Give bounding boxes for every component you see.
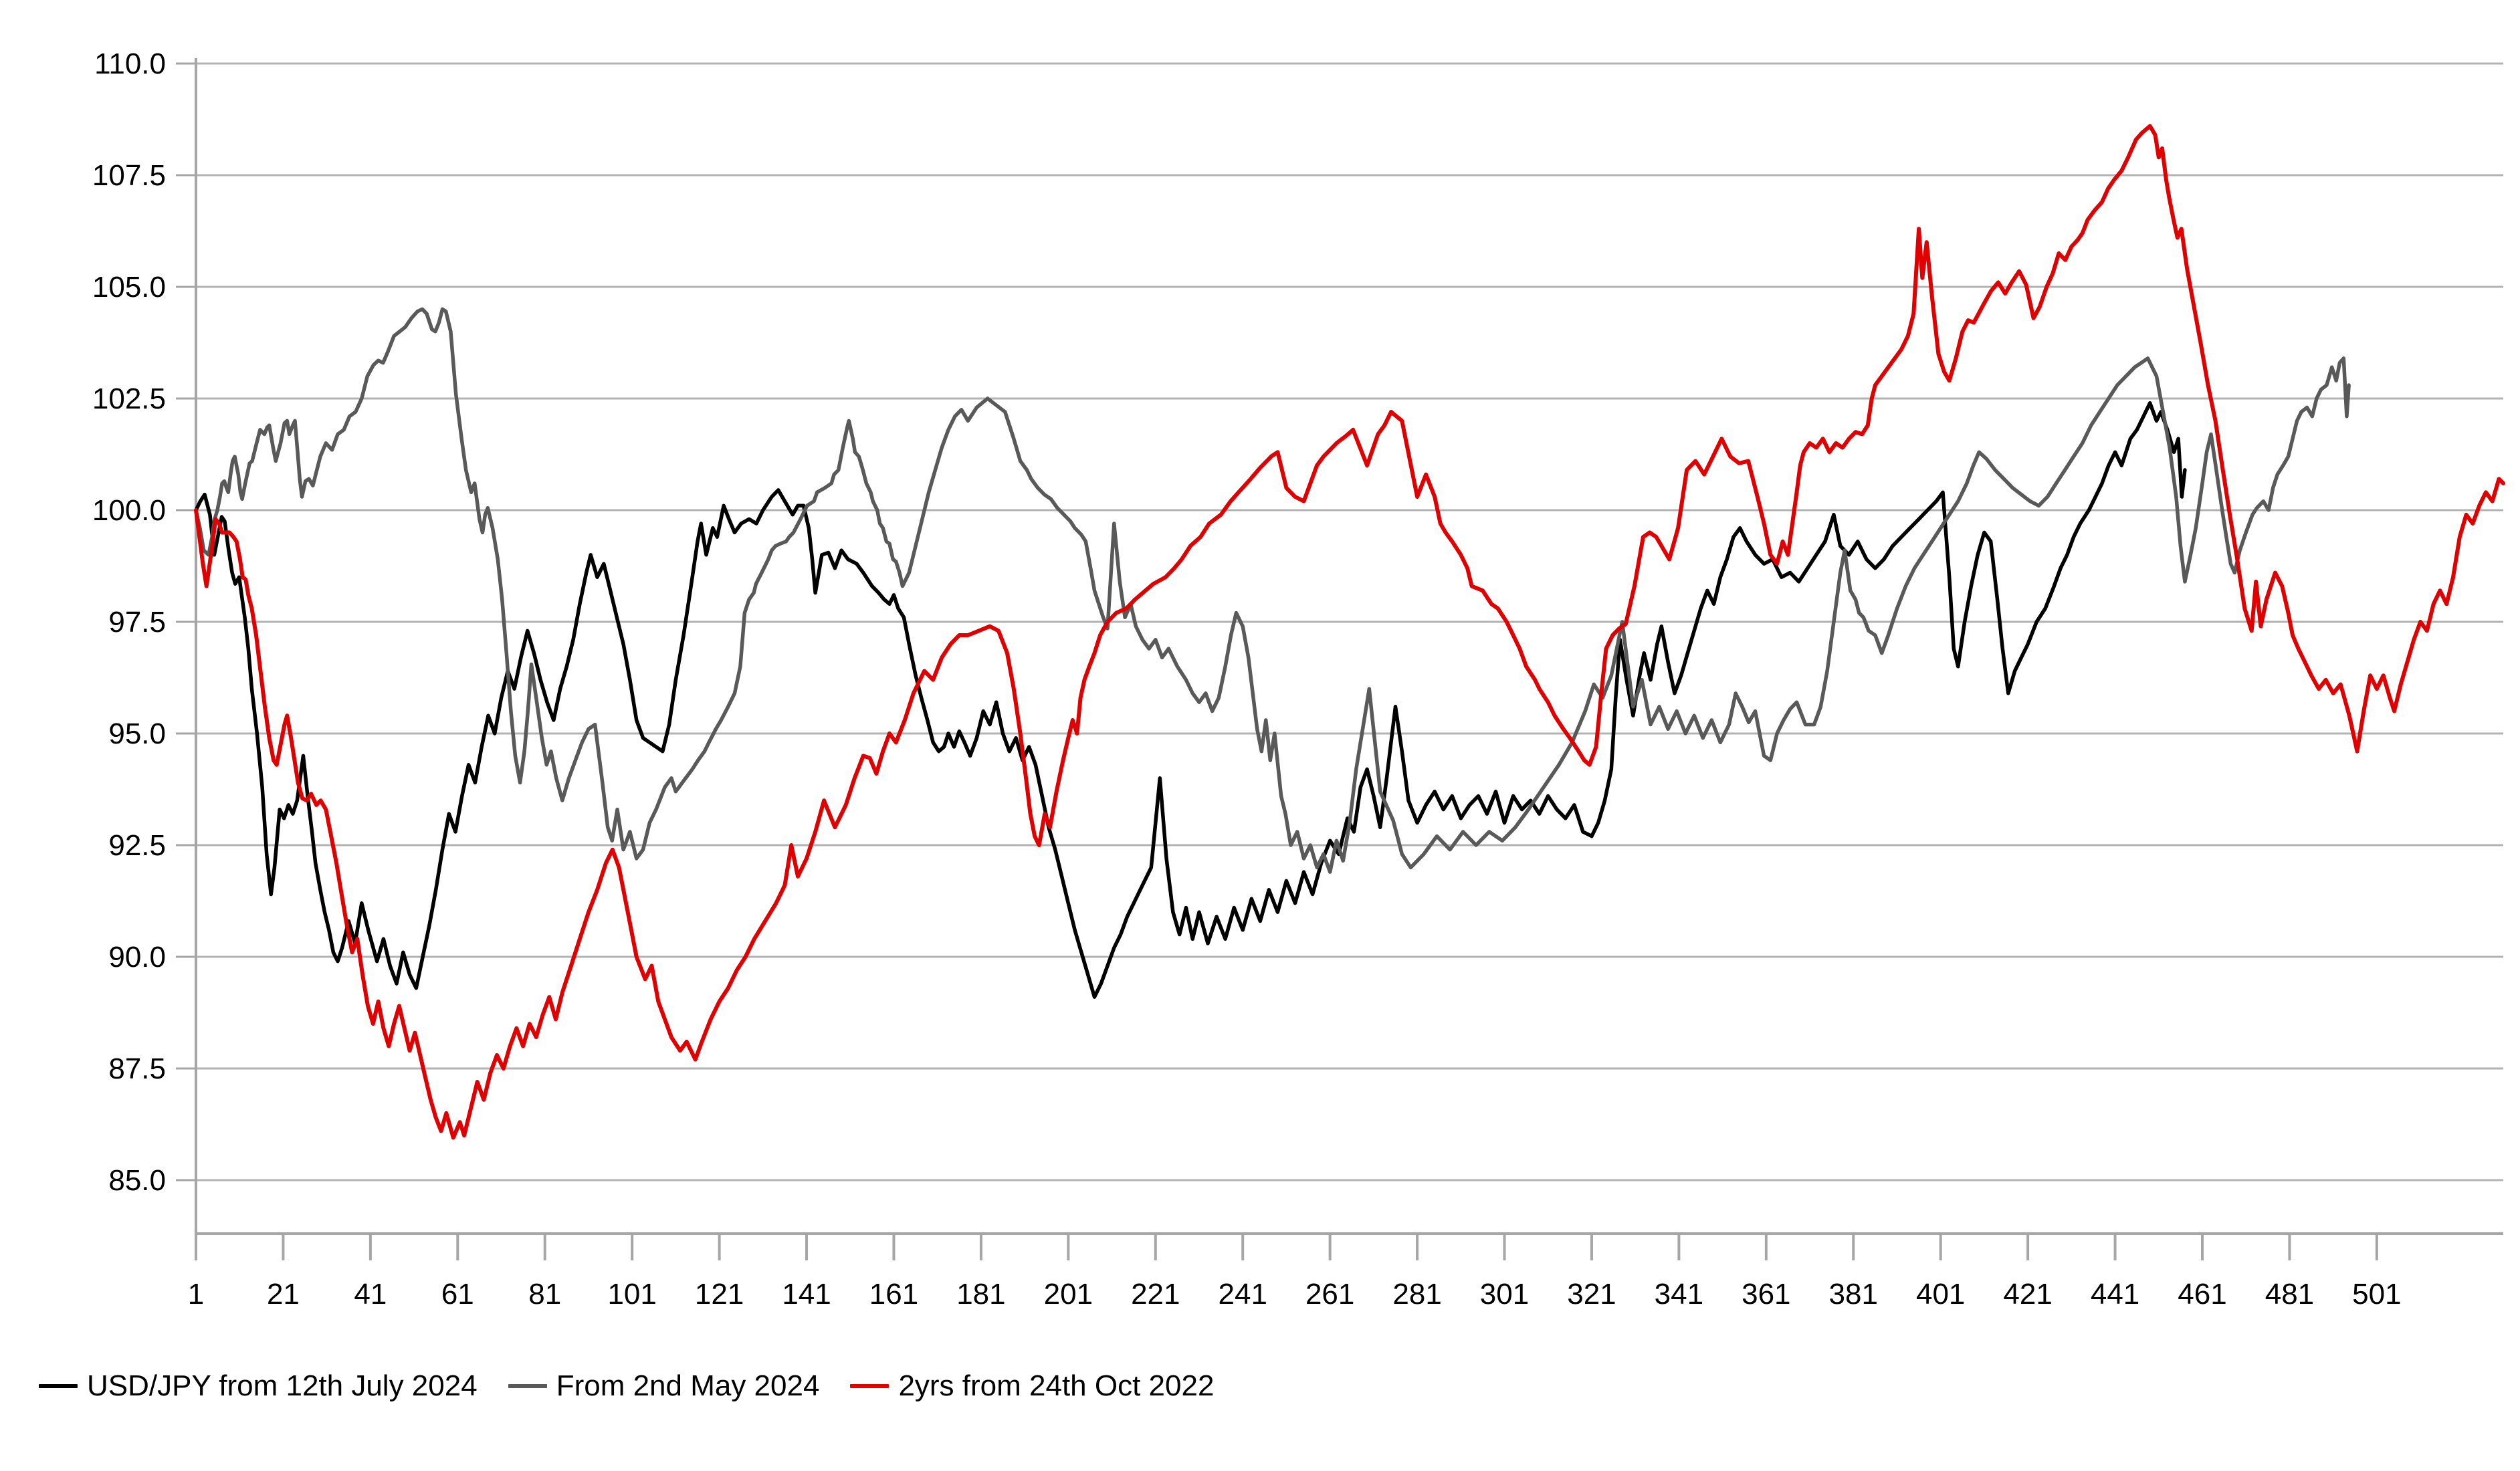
data-series-lines (194, 124, 2505, 1140)
y-axis-tick-marks (176, 62, 196, 1181)
x-tick-label: 301 (1480, 1278, 1529, 1311)
x-tick-label: 341 (1655, 1278, 1703, 1311)
x-tick-label: 101 (607, 1278, 656, 1311)
x-tick-label: 281 (1392, 1278, 1441, 1311)
y-tick-label: 102.5 (92, 382, 166, 415)
x-axis-tick-labels: 1 21 41 61 81 101 121 141 161 181 201 221 241 261 281 3… (188, 1278, 2402, 1311)
y-tick-label: 90.0 (108, 941, 166, 974)
y-tick-label: 85.0 (108, 1164, 166, 1197)
x-axis-tick-marks (195, 1234, 2378, 1260)
x-tick-label: 381 (1829, 1278, 1878, 1311)
x-tick-label: 41 (354, 1278, 387, 1311)
line-chart-plot-area: 110.0 107.5 105.0 102.5 100.0 97.5 95.0 92.5 90.… (92, 47, 2505, 1311)
chart-legend: USD/JPY from 12th July 2024 From 2nd May… (39, 1369, 1214, 1403)
y-tick-label: 95.0 (108, 717, 166, 750)
x-tick-label: 21 (267, 1278, 300, 1311)
y-tick-label: 100.0 (92, 494, 166, 527)
x-tick-label: 81 (528, 1278, 561, 1311)
x-tick-label: 241 (1219, 1278, 1267, 1311)
x-tick-label: 221 (1131, 1278, 1180, 1311)
x-tick-label: 61 (441, 1278, 474, 1311)
legend-item-oct2022: 2yrs from 24th Oct 2022 (850, 1369, 1214, 1403)
x-tick-label: 501 (2352, 1278, 2401, 1311)
legend-label: USD/JPY from 12th July 2024 (87, 1369, 478, 1402)
y-tick-label: 110.0 (94, 47, 166, 80)
x-tick-label: 201 (1044, 1278, 1093, 1311)
gridlines (196, 62, 2503, 1181)
x-tick-label: 461 (2178, 1278, 2226, 1311)
y-tick-label: 107.5 (92, 159, 166, 192)
series-line-2 (194, 307, 2351, 874)
legend-marker-red-line (850, 1384, 889, 1388)
x-tick-label: 421 (2003, 1278, 2052, 1311)
legend-marker-black-line (39, 1384, 78, 1388)
x-tick-label: 141 (782, 1278, 831, 1311)
series-line-1 (194, 401, 2187, 999)
x-tick-label: 361 (1742, 1278, 1790, 1311)
y-tick-label: 87.5 (108, 1052, 166, 1085)
x-tick-label: 261 (1305, 1278, 1354, 1311)
axes (195, 58, 2503, 1235)
x-tick-label: 481 (2265, 1278, 2314, 1311)
legend-item-usdjpy-july2024: USD/JPY from 12th July 2024 (39, 1369, 478, 1403)
x-tick-label: 401 (1916, 1278, 1965, 1311)
y-tick-label: 105.0 (92, 271, 166, 304)
legend-item-may2024: From 2nd May 2024 (508, 1369, 820, 1403)
x-tick-label: 121 (695, 1278, 744, 1311)
x-tick-label: 1 (188, 1278, 204, 1311)
y-axis-tick-labels: 110.0 107.5 105.0 102.5 100.0 97.5 95.0 92.5 90.… (92, 47, 166, 1197)
legend-label: 2yrs from 24th Oct 2022 (898, 1369, 1215, 1402)
legend-marker-gray-line (508, 1384, 547, 1388)
x-tick-label: 321 (1567, 1278, 1616, 1311)
x-tick-label: 181 (956, 1278, 1005, 1311)
x-tick-label: 441 (2091, 1278, 2139, 1311)
y-tick-label: 97.5 (108, 606, 166, 639)
x-tick-label: 161 (869, 1278, 918, 1311)
series-line-3 (194, 124, 2505, 1140)
legend-label: From 2nd May 2024 (556, 1369, 820, 1402)
y-tick-label: 92.5 (108, 829, 166, 862)
